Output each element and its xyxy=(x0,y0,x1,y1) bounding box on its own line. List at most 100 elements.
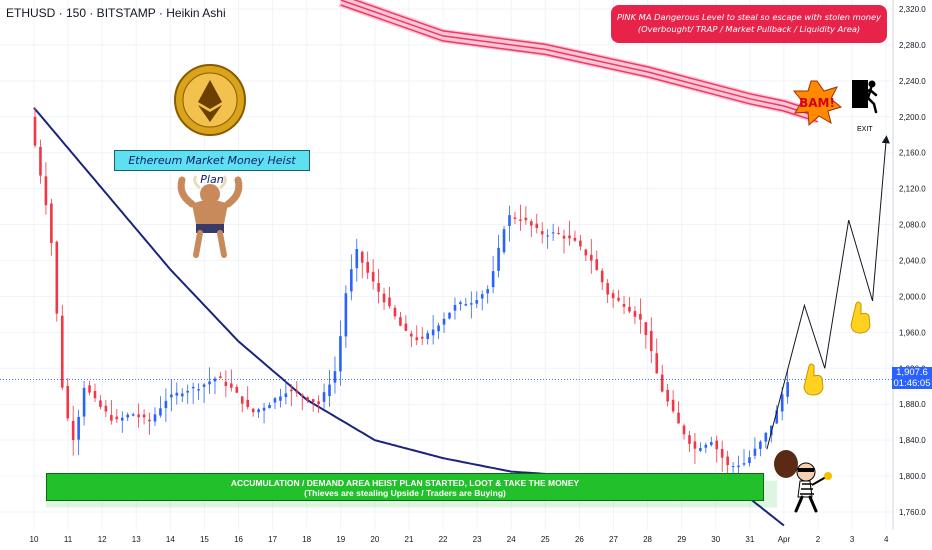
exit-door xyxy=(852,80,868,108)
bear-candle-body xyxy=(219,376,222,378)
bull-mascot-icon xyxy=(177,175,243,258)
ethereum-coin-icon xyxy=(174,64,246,136)
bull-torso xyxy=(192,200,228,224)
price-tick-label: 2,240.0 xyxy=(899,77,926,86)
price-tick-label: 2,320.0 xyxy=(899,5,926,14)
price-tick-label: 1,880.0 xyxy=(899,400,926,409)
date-tick-label: 24 xyxy=(507,535,516,544)
bear-candle-body xyxy=(540,231,544,235)
pink-ma-line-lower xyxy=(340,4,819,123)
bull-candle-body xyxy=(742,463,746,465)
bull-candle-body xyxy=(486,289,489,294)
bear-candle-body xyxy=(104,405,108,412)
pointing-hand-icon xyxy=(803,363,824,396)
bull-candle-body xyxy=(284,393,288,398)
bull-head xyxy=(200,184,220,204)
bear-candle-body xyxy=(584,249,588,256)
bull-candle-body xyxy=(459,302,462,305)
price-tick-label: 2,040.0 xyxy=(899,257,926,266)
bam-text: BAM! xyxy=(799,96,835,110)
bear-candle-body xyxy=(688,435,691,444)
bear-candle-body xyxy=(617,297,620,301)
bull-candle-body xyxy=(339,336,342,372)
bear-candle-body xyxy=(530,221,533,226)
symbol-header: ETHUSD · 150 · BITSTAMP · Heikin Ashi xyxy=(6,6,226,20)
bear-candle-body xyxy=(644,322,648,336)
bear-candle-body xyxy=(393,307,397,317)
bear-candle-body xyxy=(371,271,375,282)
bear-candle-body xyxy=(300,394,304,396)
bull-candle-body xyxy=(480,294,484,299)
projection-path xyxy=(766,135,890,450)
bull-candle-body xyxy=(273,398,277,403)
bull-horns xyxy=(193,175,227,190)
date-tick-label: 15 xyxy=(200,535,209,544)
date-tick-label: Apr xyxy=(778,535,791,544)
price-tick-label: 2,280.0 xyxy=(899,41,926,50)
bull-candle-body xyxy=(442,318,446,325)
bear-candle-body xyxy=(55,241,59,314)
bull-candle-body xyxy=(453,304,457,311)
bear-candle-body xyxy=(295,391,299,393)
date-tick-label: 28 xyxy=(643,535,652,544)
bear-candle-body xyxy=(317,401,320,405)
demand-area-line1: ACCUMULATION / DEMAND AREA HEIST PLAN ST… xyxy=(230,478,580,488)
hand-shape xyxy=(850,301,871,334)
exit-label: EXIT xyxy=(857,126,873,133)
bull-candle-body xyxy=(731,466,735,468)
bear-candle-body xyxy=(224,381,228,387)
date-tick-label: 3 xyxy=(850,535,855,544)
bull-candle-body xyxy=(448,312,451,319)
thief-legs xyxy=(794,495,818,513)
bull-candle-body xyxy=(197,389,200,391)
bull-candle-body xyxy=(131,414,135,416)
bull-candle-body xyxy=(775,410,779,424)
bear-candle-body xyxy=(633,311,637,317)
bear-candle-body xyxy=(655,353,659,374)
bull-candle-body xyxy=(551,232,555,234)
price-tick-label: 1,800.0 xyxy=(899,472,926,481)
bear-candle-body xyxy=(606,283,609,295)
bear-candle-body xyxy=(524,217,528,221)
bear-candle-body xyxy=(693,441,697,449)
bear-candle-body xyxy=(235,386,239,393)
date-tick-label: 31 xyxy=(745,535,754,544)
date-tick-label: 10 xyxy=(30,535,39,544)
bull-candle-body xyxy=(464,304,468,306)
bull-candle-body xyxy=(153,414,157,422)
date-tick-label: 26 xyxy=(575,535,584,544)
bear-candle-body xyxy=(71,420,75,441)
bear-candle-body xyxy=(573,237,577,241)
bear-candle-body xyxy=(513,217,517,219)
last-price-tag: 1,907.6 01:46:05 xyxy=(892,367,932,389)
bull-candle-body xyxy=(159,408,162,416)
bull-candle-body xyxy=(191,386,195,389)
bull-candle-body xyxy=(120,417,124,421)
date-tick-label: 13 xyxy=(132,535,141,544)
demand-area-label: ACCUMULATION / DEMAND AREA HEIST PLAN ST… xyxy=(46,473,764,501)
bear-candle-body xyxy=(579,240,582,247)
bear-candle-body xyxy=(622,303,626,307)
date-tick-label: 12 xyxy=(98,535,107,544)
bear-candle-body xyxy=(682,425,686,435)
thief-megaphone xyxy=(824,472,832,480)
bear-candle-body xyxy=(382,293,386,303)
bull-candle-body xyxy=(426,333,429,339)
bull-arms xyxy=(177,176,243,208)
bear-candle-body xyxy=(415,337,419,341)
date-tick-label: 21 xyxy=(405,535,414,544)
bull-candle-body xyxy=(257,409,260,413)
price-tick-label: 1,840.0 xyxy=(899,436,926,445)
bear-candle-body xyxy=(399,317,402,326)
bull-candle-body xyxy=(262,407,266,411)
date-axis-background xyxy=(0,530,932,550)
price-tick-label: 2,120.0 xyxy=(899,185,926,194)
date-tick-label: 4 xyxy=(884,535,889,544)
bull-candle-body xyxy=(322,392,326,402)
bull-candle-body xyxy=(355,249,359,269)
date-tick-label: 17 xyxy=(268,535,277,544)
decoration-icons: BAM! xyxy=(174,64,878,513)
bull-candle-body xyxy=(699,447,702,451)
pink-ma-line xyxy=(340,0,819,118)
pointing-hand-icon xyxy=(850,301,871,334)
